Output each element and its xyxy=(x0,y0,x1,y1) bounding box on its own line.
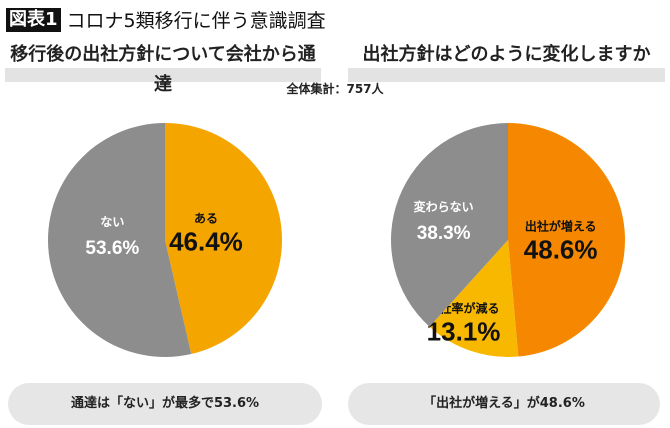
right-summary: 「出社が増える」が48.6% xyxy=(348,383,660,425)
figure-title: 図表1 コロナ5類移行に伴う意識調査 xyxy=(6,6,326,33)
figure-title-text: コロナ5類移行に伴う意識調査 xyxy=(66,10,326,32)
left-summary: 通達は「ない」が最多で53.6% xyxy=(8,383,322,425)
pie-slice-0-0 xyxy=(165,123,283,355)
total-count: 全体集計：757人 xyxy=(286,82,384,96)
slice-label: 変わらない xyxy=(414,199,474,214)
pie-slice-0-1 xyxy=(48,123,192,357)
left-chart-title: 移行後の出社方針について会社から通達 xyxy=(5,40,321,95)
slice-value: 13.1% xyxy=(427,317,501,347)
right-chart-title-text: 出社方針はどのように変化しますか xyxy=(362,44,651,65)
slice-value: 53.6% xyxy=(85,238,139,259)
figure-badge: 図表1 xyxy=(6,7,61,32)
slice-value: 38.3% xyxy=(417,223,471,244)
slice-value: 46.4% xyxy=(169,226,243,256)
pie-slice-1-2 xyxy=(391,123,508,327)
right-chart-title: 出社方針はどのように変化しますか xyxy=(348,40,665,82)
slice-value: 48.6% xyxy=(524,235,598,265)
slice-label: ある xyxy=(194,211,218,225)
pie-slice-1-0 xyxy=(508,123,626,357)
slice-label: ない xyxy=(100,215,124,229)
left-chart-title-text: 移行後の出社方針について会社から通達 xyxy=(10,44,316,95)
pie-slice-1-1 xyxy=(429,240,519,357)
slice-label: 出社が増える xyxy=(525,219,597,234)
